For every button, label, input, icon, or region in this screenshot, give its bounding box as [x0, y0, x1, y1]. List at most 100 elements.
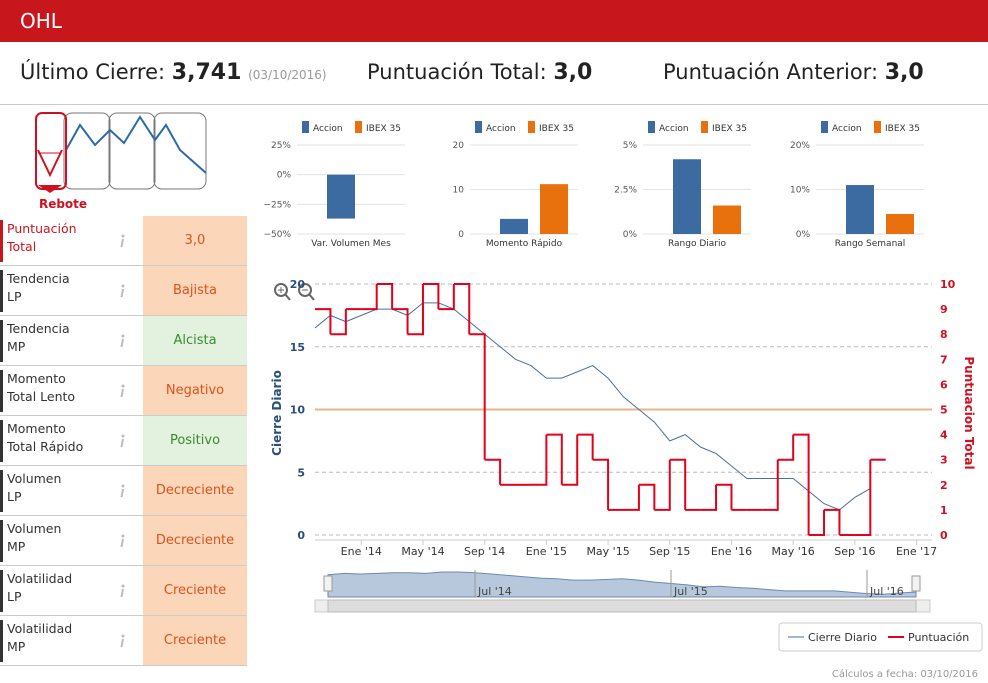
y-tick-label: 10%: [790, 186, 810, 196]
step-segment: [361, 284, 378, 311]
header: OHL: [0, 0, 988, 42]
legend-label: IBEX 35: [885, 124, 920, 134]
row-value: Positivo: [143, 416, 247, 465]
row-value: 3,0: [143, 216, 247, 265]
info-icon[interactable]: [118, 334, 126, 348]
y-tick-label: 0%: [277, 171, 292, 181]
y2-tick-label: 8: [940, 328, 948, 341]
y2-tick-label: 5: [940, 404, 948, 417]
separator: [0, 104, 988, 105]
y2-axis-title: Puntuacion Total: [962, 356, 976, 469]
bar: [713, 205, 741, 234]
step-segment: [484, 458, 502, 485]
sparkline-red: [37, 149, 63, 178]
legend-swatch: [821, 121, 828, 133]
x-tick-label: Ene '14: [341, 545, 382, 558]
navigator-tick-label: Jul '14: [477, 585, 512, 598]
x-tick-label: Var. Volumen Mes: [311, 239, 391, 249]
y-tick-label: 25%: [271, 141, 291, 151]
total-score: Puntuación Total: 3,0: [367, 60, 592, 85]
info-icon[interactable]: [118, 384, 126, 398]
legend-label: IBEX 35: [539, 124, 574, 134]
navigator-area: [327, 571, 917, 598]
x-tick-label: May '15: [586, 545, 629, 558]
x-tick-label: Momento Rápido: [486, 239, 563, 249]
scrollbar-thumb[interactable]: [327, 599, 917, 613]
y2-tick-label: 1: [940, 504, 948, 517]
info-icon[interactable]: [118, 634, 126, 648]
y-tick-label: −50%: [263, 230, 291, 240]
table-row: Volatilidad LP Creciente: [0, 566, 247, 616]
y-tick-label: 10: [453, 186, 465, 196]
y-tick-label: 20: [290, 278, 306, 291]
navigator-tick-label: Jul '16: [869, 585, 904, 598]
info-icon[interactable]: [118, 534, 126, 548]
navigator-handle[interactable]: [323, 575, 333, 592]
table-row: Tendencia MP Alcista: [0, 316, 247, 366]
step-segment: [453, 283, 471, 335]
table-row: Tendencia LP Bajista: [0, 266, 247, 316]
y-tick-label: 0%: [796, 230, 811, 240]
x-tick-label: Ene '16: [711, 545, 752, 558]
row-value: Creciente: [143, 616, 247, 665]
row-label: Volumen LP: [0, 470, 140, 512]
table-row: Volumen MP Decreciente: [0, 516, 247, 566]
zoom-in[interactable]: [274, 283, 291, 301]
step-segment: [438, 284, 455, 311]
previous-score: Puntuación Anterior: 3,0: [663, 60, 924, 85]
row-label: Volumen MP: [0, 520, 140, 562]
legend-label: Accion: [659, 124, 689, 134]
step-segment: [592, 458, 610, 510]
value: 3,0: [884, 60, 924, 85]
y-tick-label: 2.5%: [614, 186, 637, 196]
x-tick-label: Sep '14: [464, 545, 505, 558]
info-icon[interactable]: [118, 434, 126, 448]
bar: [846, 185, 874, 234]
zoom-out[interactable]: [298, 283, 315, 301]
step-segment: [824, 508, 841, 535]
legend-swatch: [701, 121, 708, 133]
x-tick-label: Rango Semanal: [835, 239, 906, 249]
step-segment: [700, 484, 718, 511]
info-icon[interactable]: [118, 284, 126, 298]
row-label: Tendencia LP: [0, 270, 140, 312]
y2-tick-label: 0: [940, 529, 948, 542]
legend-label: Cierre Diario: [808, 631, 877, 644]
y2-tick-label: 6: [940, 378, 948, 391]
row-value: Decreciente: [143, 466, 247, 515]
navigator-handle[interactable]: [911, 575, 921, 592]
y2-tick-label: 2: [940, 479, 948, 492]
box: [153, 112, 207, 190]
value: 3,741: [171, 60, 242, 85]
y2-tick-label: 9: [940, 303, 948, 316]
step-segment: [762, 459, 779, 511]
step-segment: [469, 333, 486, 460]
y2-tick-label: 4: [940, 429, 948, 442]
info-icon[interactable]: [118, 484, 126, 498]
x-tick-label: May '14: [401, 545, 444, 558]
footer: Cálculos a fecha: 03/10/2016: [831, 669, 978, 680]
step-segment: [654, 459, 671, 511]
y-tick-label: 15: [290, 341, 305, 354]
x-tick-label: Ene '15: [526, 545, 567, 558]
signal-label: Rebote: [39, 197, 87, 211]
x-tick-label: May '16: [772, 545, 815, 558]
legend-swatch: [528, 121, 535, 133]
row-label: Momento Total Lento: [0, 370, 140, 412]
step-segment: [561, 434, 579, 486]
x-tick-label: Ene '17: [896, 545, 937, 558]
box: [108, 112, 156, 190]
step-segment: [546, 433, 563, 485]
step-segment: [315, 308, 332, 335]
x-tick-label: Sep '15: [649, 545, 690, 558]
step-segment: [793, 433, 810, 535]
sparkline: [65, 115, 207, 174]
x-tick-label: Sep '16: [834, 545, 875, 558]
info-icon[interactable]: [118, 584, 126, 598]
info-icon[interactable]: [118, 234, 126, 248]
value: 3,0: [553, 60, 593, 85]
y-tick-label: 20%: [790, 141, 810, 151]
row-value: Negativo: [143, 366, 247, 415]
